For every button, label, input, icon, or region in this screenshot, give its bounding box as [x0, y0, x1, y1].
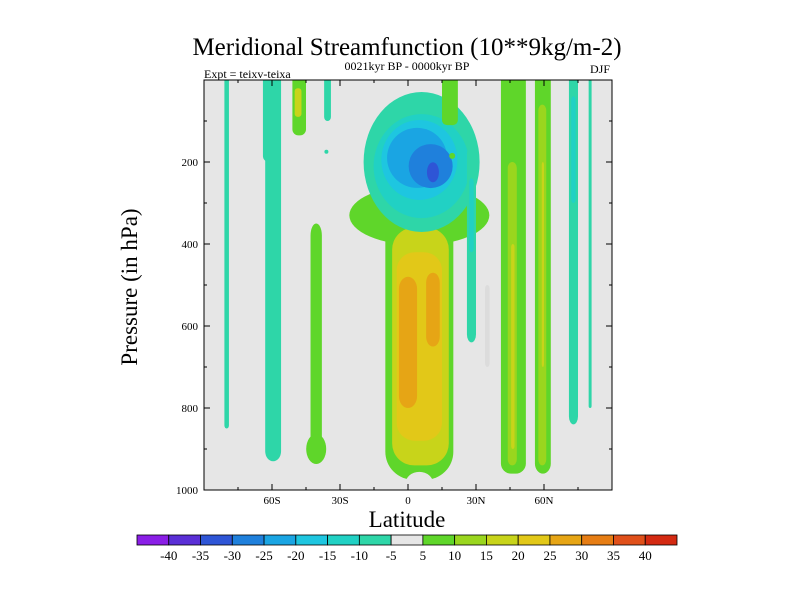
contour-neg-cell-dblue [426, 162, 439, 183]
colorbar-label: -25 [255, 548, 272, 563]
x-axis-label: Latitude [369, 507, 446, 532]
contour-nh-teal-73-inner [571, 96, 576, 203]
contour-nh-speck [449, 152, 456, 159]
contour-sh-green-band-bottom [306, 434, 327, 464]
colorbar-label: 10 [448, 548, 461, 563]
contour-sh-midlat-band [265, 80, 282, 462]
colorbar-swatch [454, 534, 487, 546]
colorbar-label: -20 [287, 548, 304, 563]
contour-sh-midlat-band-top [262, 80, 279, 162]
colorbar-swatch [327, 534, 360, 546]
contour-sh-green-band [310, 223, 322, 458]
colorbar-label: 30 [575, 548, 588, 563]
colorbar-swatch [358, 534, 392, 546]
y-tick-label: 400 [182, 239, 199, 251]
contour-nh-top-green [442, 80, 458, 126]
colorbar-label: -10 [351, 548, 368, 563]
contour-trop-orange-right [426, 272, 440, 347]
y-tick-label: 800 [182, 403, 199, 415]
contour-nh-green-45-core [511, 244, 515, 449]
contour-trop-orange-left [398, 276, 418, 408]
colorbar-swatch [517, 534, 551, 546]
colorbar-label: 15 [480, 548, 493, 563]
colorbar-swatch [168, 534, 201, 546]
colorbar-swatch [422, 534, 456, 546]
colorbar-label: -35 [192, 548, 209, 563]
colorbar: -40 -35 -30 -25 -20 -15 -10 -5 5 10 15 20 25 30 35 40 [136, 534, 678, 563]
season-label: DJF [590, 62, 610, 76]
colorbar-label: -5 [386, 548, 397, 563]
chart-title: Meridional Streamfunction (10**9kg/m-2) [192, 34, 621, 61]
contour-sh-highlat-thin [224, 80, 229, 429]
axes: 200 400 600 800 1000 60S 30S 0 30N 60N [176, 79, 613, 507]
colorbar-swatch [486, 534, 519, 546]
colorbar-swatch [390, 534, 424, 546]
x-tick-label: 60N [535, 495, 554, 507]
colorbar-label: 40 [639, 548, 652, 563]
chart-subtitle: 0021kyr BP - 0000kyr BP [345, 59, 470, 73]
colorbar-label: 5 [420, 548, 427, 563]
colorbar-label: 25 [543, 548, 556, 563]
contour-fields [224, 80, 592, 490]
x-tick-label: 0 [405, 495, 411, 507]
x-tick-label: 30N [467, 495, 486, 507]
contour-nh-teal-80 [588, 80, 592, 408]
colorbar-swatch [200, 534, 233, 546]
x-tick-label: 60S [263, 495, 280, 507]
colorbar-swatch [295, 534, 328, 546]
colorbar-label: 20 [512, 548, 525, 563]
contour-sh-top-green-inner [294, 88, 302, 117]
contour-sh-speck [324, 149, 329, 154]
plot-area [204, 80, 612, 490]
colorbar-label: 35 [607, 548, 620, 563]
contour-nh-gray-tail [485, 285, 490, 367]
colorbar-swatch [136, 534, 170, 546]
x-tick-label: 30S [331, 495, 348, 507]
colorbar-swatch [613, 534, 646, 546]
colorbar-swatch [644, 534, 678, 546]
y-tick-label: 1000 [176, 485, 199, 497]
contour-nh-teal-strip-inner [469, 178, 474, 253]
colorbar-swatch [231, 534, 265, 546]
colorbar-label: -30 [224, 548, 241, 563]
y-axis-label: Pressure (in hPa) [117, 208, 142, 365]
colorbar-label: -40 [160, 548, 177, 563]
colorbar-swatch [263, 534, 297, 546]
contour-trop-bottom-notch [405, 471, 434, 490]
colorbar-label: -15 [319, 548, 336, 563]
colorbar-swatch [549, 534, 583, 546]
contour-sh-top-teal [324, 80, 331, 121]
contour-nh-green-60-core [541, 162, 544, 367]
y-tick-label: 600 [182, 321, 199, 333]
experiment-label: Expt = teixv-teixa [204, 67, 291, 81]
colorbar-swatch [581, 534, 614, 546]
y-tick-label: 200 [182, 157, 199, 169]
